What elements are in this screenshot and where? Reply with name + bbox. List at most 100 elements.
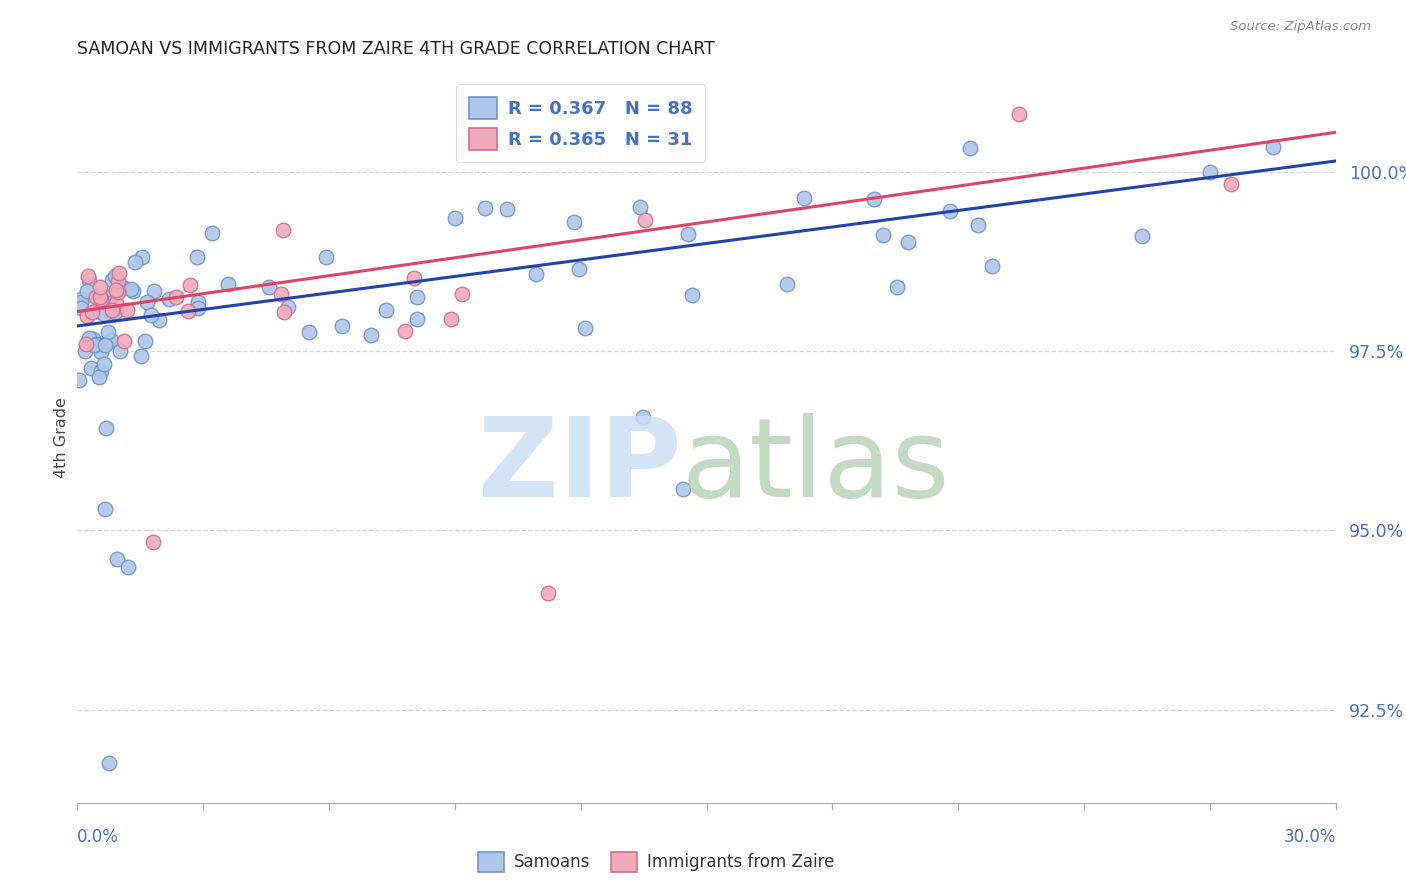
Point	[186, 250, 208, 264]
Point	[134, 334, 156, 349]
Point	[142, 535, 165, 549]
Point	[124, 255, 146, 269]
Point	[405, 290, 427, 304]
Point	[117, 559, 139, 574]
Point	[107, 285, 129, 299]
Point	[104, 283, 127, 297]
Point	[165, 290, 187, 304]
Point	[298, 326, 321, 340]
Point	[97, 295, 120, 310]
Point	[98, 756, 121, 770]
Point	[405, 312, 427, 326]
Point	[1198, 165, 1220, 179]
Point	[1130, 229, 1153, 244]
Point	[90, 293, 112, 307]
Point	[70, 294, 93, 309]
Text: 30.0%: 30.0%	[1284, 828, 1336, 846]
Point	[872, 228, 894, 243]
Point	[776, 277, 799, 291]
Point	[90, 344, 112, 359]
Point	[451, 287, 474, 301]
Text: SAMOAN VS IMMIGRANTS FROM ZAIRE 4TH GRADE CORRELATION CHART: SAMOAN VS IMMIGRANTS FROM ZAIRE 4TH GRAD…	[77, 40, 716, 58]
Point	[131, 250, 153, 264]
Point	[93, 357, 115, 371]
Point	[444, 211, 467, 226]
Point	[94, 337, 117, 351]
Point	[89, 280, 111, 294]
Y-axis label: 4th Grade: 4th Grade	[53, 397, 69, 477]
Point	[179, 278, 201, 293]
Point	[537, 586, 560, 600]
Point	[273, 304, 295, 318]
Point	[104, 268, 127, 283]
Point	[105, 303, 128, 318]
Point	[73, 344, 96, 359]
Point	[108, 266, 131, 280]
Point	[524, 267, 547, 281]
Point	[90, 364, 112, 378]
Point	[77, 331, 100, 345]
Point	[177, 303, 200, 318]
Point	[105, 551, 128, 566]
Point	[93, 307, 115, 321]
Point	[122, 284, 145, 298]
Point	[1261, 139, 1284, 153]
Point	[402, 271, 425, 285]
Point	[360, 328, 382, 343]
Point	[568, 262, 591, 277]
Point	[374, 302, 396, 317]
Point	[201, 226, 224, 240]
Point	[103, 304, 125, 318]
Point	[863, 193, 886, 207]
Point	[139, 308, 162, 322]
Point	[115, 303, 138, 318]
Point	[574, 320, 596, 334]
Point	[330, 318, 353, 333]
Point	[271, 223, 294, 237]
Point	[672, 482, 695, 496]
Point	[101, 289, 124, 303]
Point	[187, 295, 209, 310]
Point	[157, 292, 180, 306]
Point	[980, 259, 1002, 273]
Point	[101, 273, 124, 287]
Point	[84, 336, 107, 351]
Point	[967, 218, 990, 232]
Point	[634, 213, 657, 227]
Point	[83, 338, 105, 352]
Point	[107, 274, 129, 288]
Point	[270, 286, 292, 301]
Point	[142, 284, 165, 298]
Point	[631, 410, 654, 425]
Point	[84, 290, 107, 304]
Point	[67, 373, 90, 387]
Point	[69, 301, 91, 315]
Point	[474, 201, 496, 215]
Point	[259, 280, 281, 294]
Point	[129, 349, 152, 363]
Point	[676, 227, 699, 242]
Point	[886, 279, 908, 293]
Point	[112, 334, 135, 348]
Point	[94, 501, 117, 516]
Point	[277, 300, 299, 314]
Text: ZIP: ZIP	[478, 413, 682, 520]
Point	[1219, 177, 1241, 191]
Point	[76, 269, 98, 284]
Point	[98, 303, 121, 318]
Point	[897, 235, 920, 249]
Point	[79, 273, 101, 287]
Point	[83, 337, 105, 351]
Point	[82, 332, 104, 346]
Point	[89, 297, 111, 311]
Point	[187, 301, 209, 315]
Point	[96, 421, 118, 435]
Point	[90, 297, 112, 311]
Point	[439, 312, 461, 326]
Point	[80, 305, 103, 319]
Point	[105, 295, 128, 310]
Point	[97, 334, 120, 349]
Text: atlas: atlas	[682, 413, 950, 520]
Point	[959, 141, 981, 155]
Point	[136, 294, 159, 309]
